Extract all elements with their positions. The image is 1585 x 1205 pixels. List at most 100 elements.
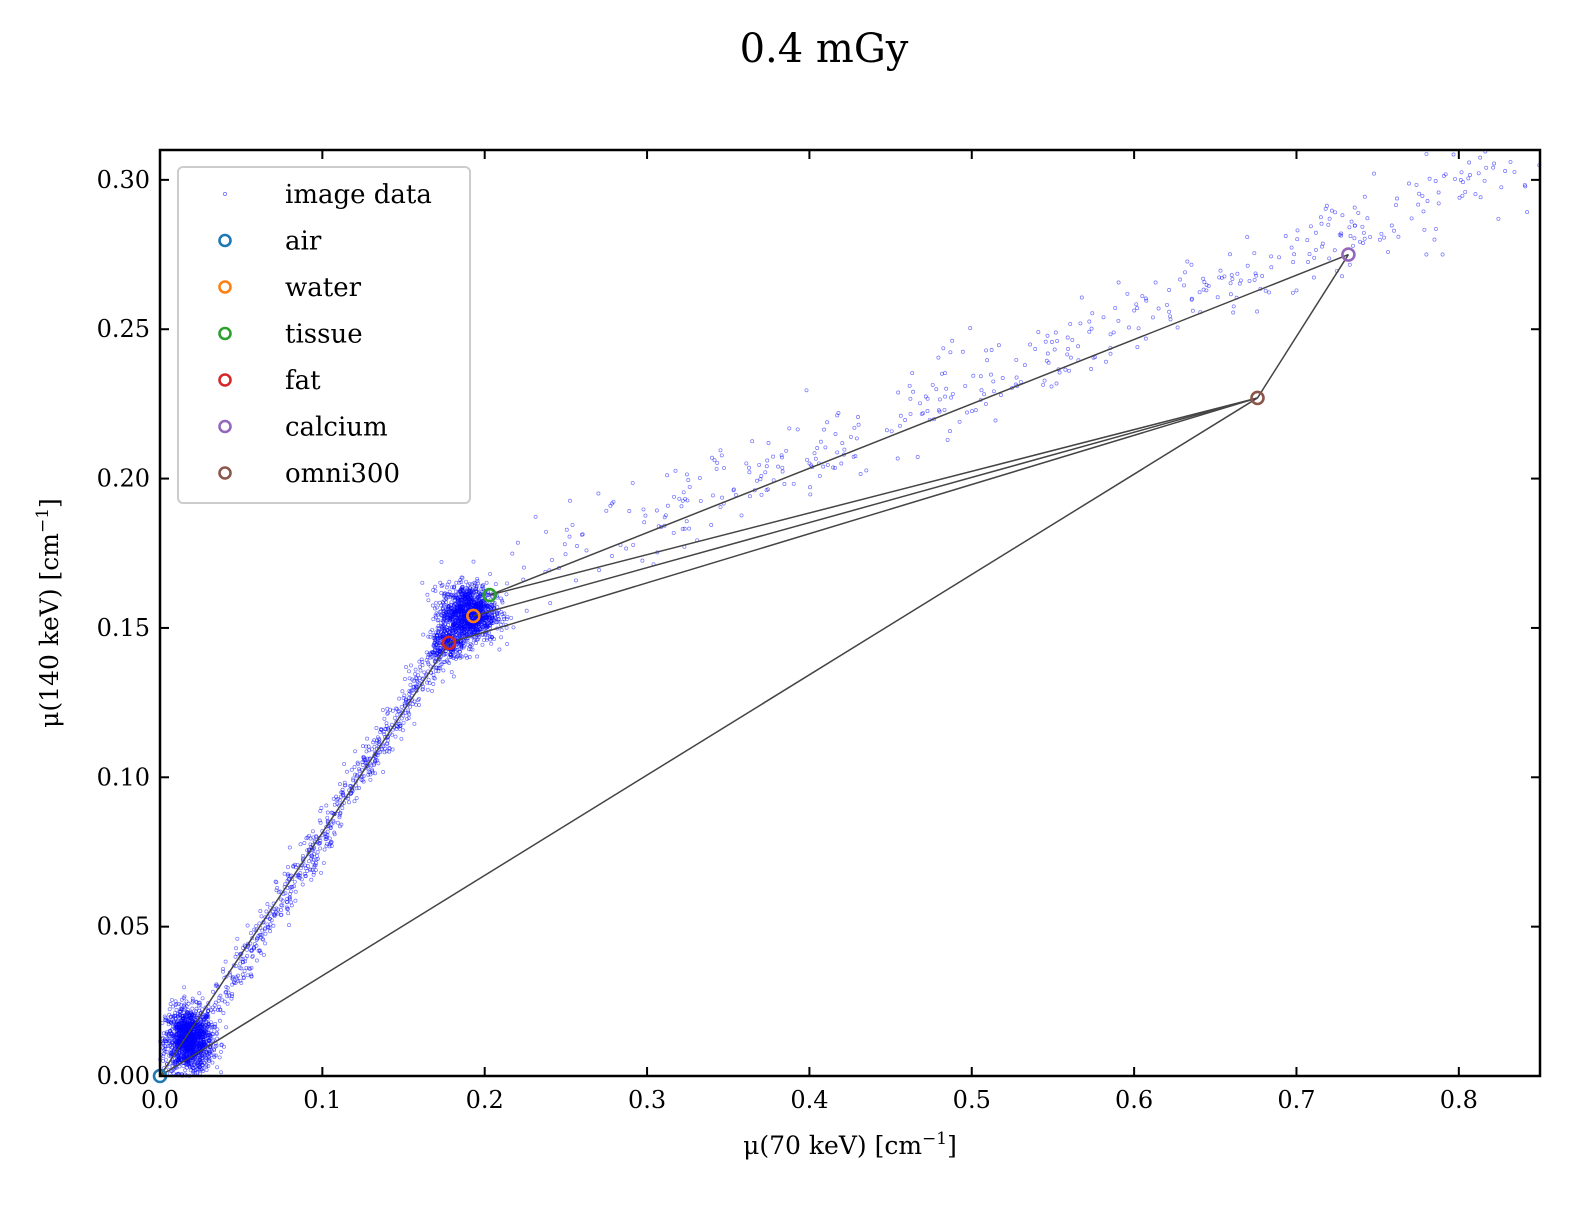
image-data-point: [1294, 288, 1299, 293]
image-data-point: [780, 465, 785, 470]
image-data-point: [209, 1008, 214, 1013]
image-data-point: [166, 1044, 171, 1049]
image-data-point: [250, 954, 255, 959]
image-data-point: [230, 974, 235, 979]
image-data-point: [978, 374, 983, 379]
image-data-point: [313, 863, 318, 868]
image-data-point: [235, 936, 240, 941]
image-data-point: [467, 647, 471, 652]
image-data-point: [999, 393, 1003, 397]
image-data-point: [502, 611, 507, 616]
image-data-point: [184, 1013, 189, 1018]
image-data-point: [1432, 237, 1437, 242]
image-data-point: [185, 1020, 190, 1025]
image-data-point: [1167, 288, 1172, 292]
image-data-point: [680, 498, 685, 503]
image-data-point: [481, 587, 486, 592]
image-data-point: [839, 461, 844, 466]
image-data-point: [1135, 306, 1140, 311]
image-data-point: [1185, 259, 1190, 264]
image-data-point: [426, 677, 431, 682]
image-data-point: [458, 655, 463, 660]
image-data-point: [1135, 345, 1140, 350]
image-data-point: [1323, 206, 1328, 211]
image-data-point: [332, 802, 337, 807]
image-data-point: [1201, 276, 1206, 281]
image-data-point: [488, 571, 493, 576]
image-data-point: [473, 637, 478, 642]
image-data-point: [441, 608, 446, 613]
legend-swatch-fat: [218, 373, 232, 387]
image-data-point: [950, 391, 955, 396]
image-data-point: [1427, 176, 1432, 181]
y-tick-label: 0.05: [97, 913, 150, 941]
image-data-point: [433, 584, 438, 589]
image-data-point: [484, 614, 489, 619]
legend-label: fat: [285, 366, 321, 396]
image-data-point: [397, 721, 402, 726]
image-data-point: [400, 728, 405, 733]
image-data-point: [179, 997, 184, 1002]
image-data-point: [339, 794, 343, 799]
image-data-point: [453, 611, 458, 616]
image-data-point: [1049, 384, 1054, 389]
image-data-point: [385, 706, 390, 711]
image-data-point: [1078, 321, 1083, 326]
image-data-point: [248, 966, 252, 971]
image-data-point: [484, 580, 489, 585]
image-data-point: [366, 744, 371, 749]
image-data-point: [160, 1020, 165, 1025]
y-tick-label: 0.30: [97, 166, 150, 194]
image-data-point: [449, 670, 454, 675]
image-data-point: [476, 581, 481, 586]
image-data-point: [457, 624, 462, 629]
image-data-point: [487, 623, 492, 628]
image-data-point: [176, 1014, 180, 1019]
image-data-point: [404, 716, 409, 721]
image-data-point: [168, 1038, 172, 1043]
image-data-point: [1189, 262, 1194, 267]
image-data-point: [439, 559, 444, 564]
image-data-point: [193, 1035, 198, 1040]
image-data-point: [1443, 172, 1448, 177]
image-data-point: [167, 1012, 172, 1017]
image-data-point: [331, 820, 336, 825]
image-data-point: [1468, 173, 1472, 177]
image-data-point: [780, 469, 785, 474]
image-data-point: [173, 1010, 177, 1015]
image-data-point: [476, 637, 480, 642]
image-data-point: [470, 582, 474, 587]
image-data-point: [435, 612, 440, 617]
image-data-point: [479, 599, 484, 604]
image-data-point: [360, 778, 365, 783]
image-data-point: [1482, 178, 1487, 183]
image-data-point: [1247, 278, 1252, 283]
image-data-point: [277, 890, 281, 895]
image-data-point: [238, 956, 243, 961]
image-data-point: [432, 640, 437, 645]
image-data-point: [308, 867, 313, 872]
image-data-point: [372, 744, 377, 749]
image-data-point: [1245, 235, 1250, 240]
image-data-point: [823, 445, 828, 450]
image-data-point: [677, 496, 682, 501]
mixing-line: [159, 397, 1258, 1077]
image-data-point: [1238, 278, 1243, 283]
image-data-point: [1113, 306, 1118, 311]
image-data-point: [206, 1064, 211, 1069]
image-data-point: [1063, 367, 1068, 372]
image-data-point: [395, 712, 400, 717]
image-data-point: [305, 868, 310, 873]
x-tick-label: 0.2: [466, 1086, 504, 1114]
image-data-point: [1377, 237, 1382, 242]
image-data-point: [1361, 230, 1366, 235]
image-data-point: [665, 473, 670, 478]
image-data-point: [488, 637, 493, 642]
image-data-point: [268, 929, 273, 934]
image-data-point: [821, 464, 826, 469]
image-data-point: [996, 343, 1001, 348]
image-data-point: [414, 685, 419, 690]
image-data-point: [665, 503, 670, 508]
image-data-point: [443, 651, 448, 656]
image-data-point: [808, 485, 812, 490]
